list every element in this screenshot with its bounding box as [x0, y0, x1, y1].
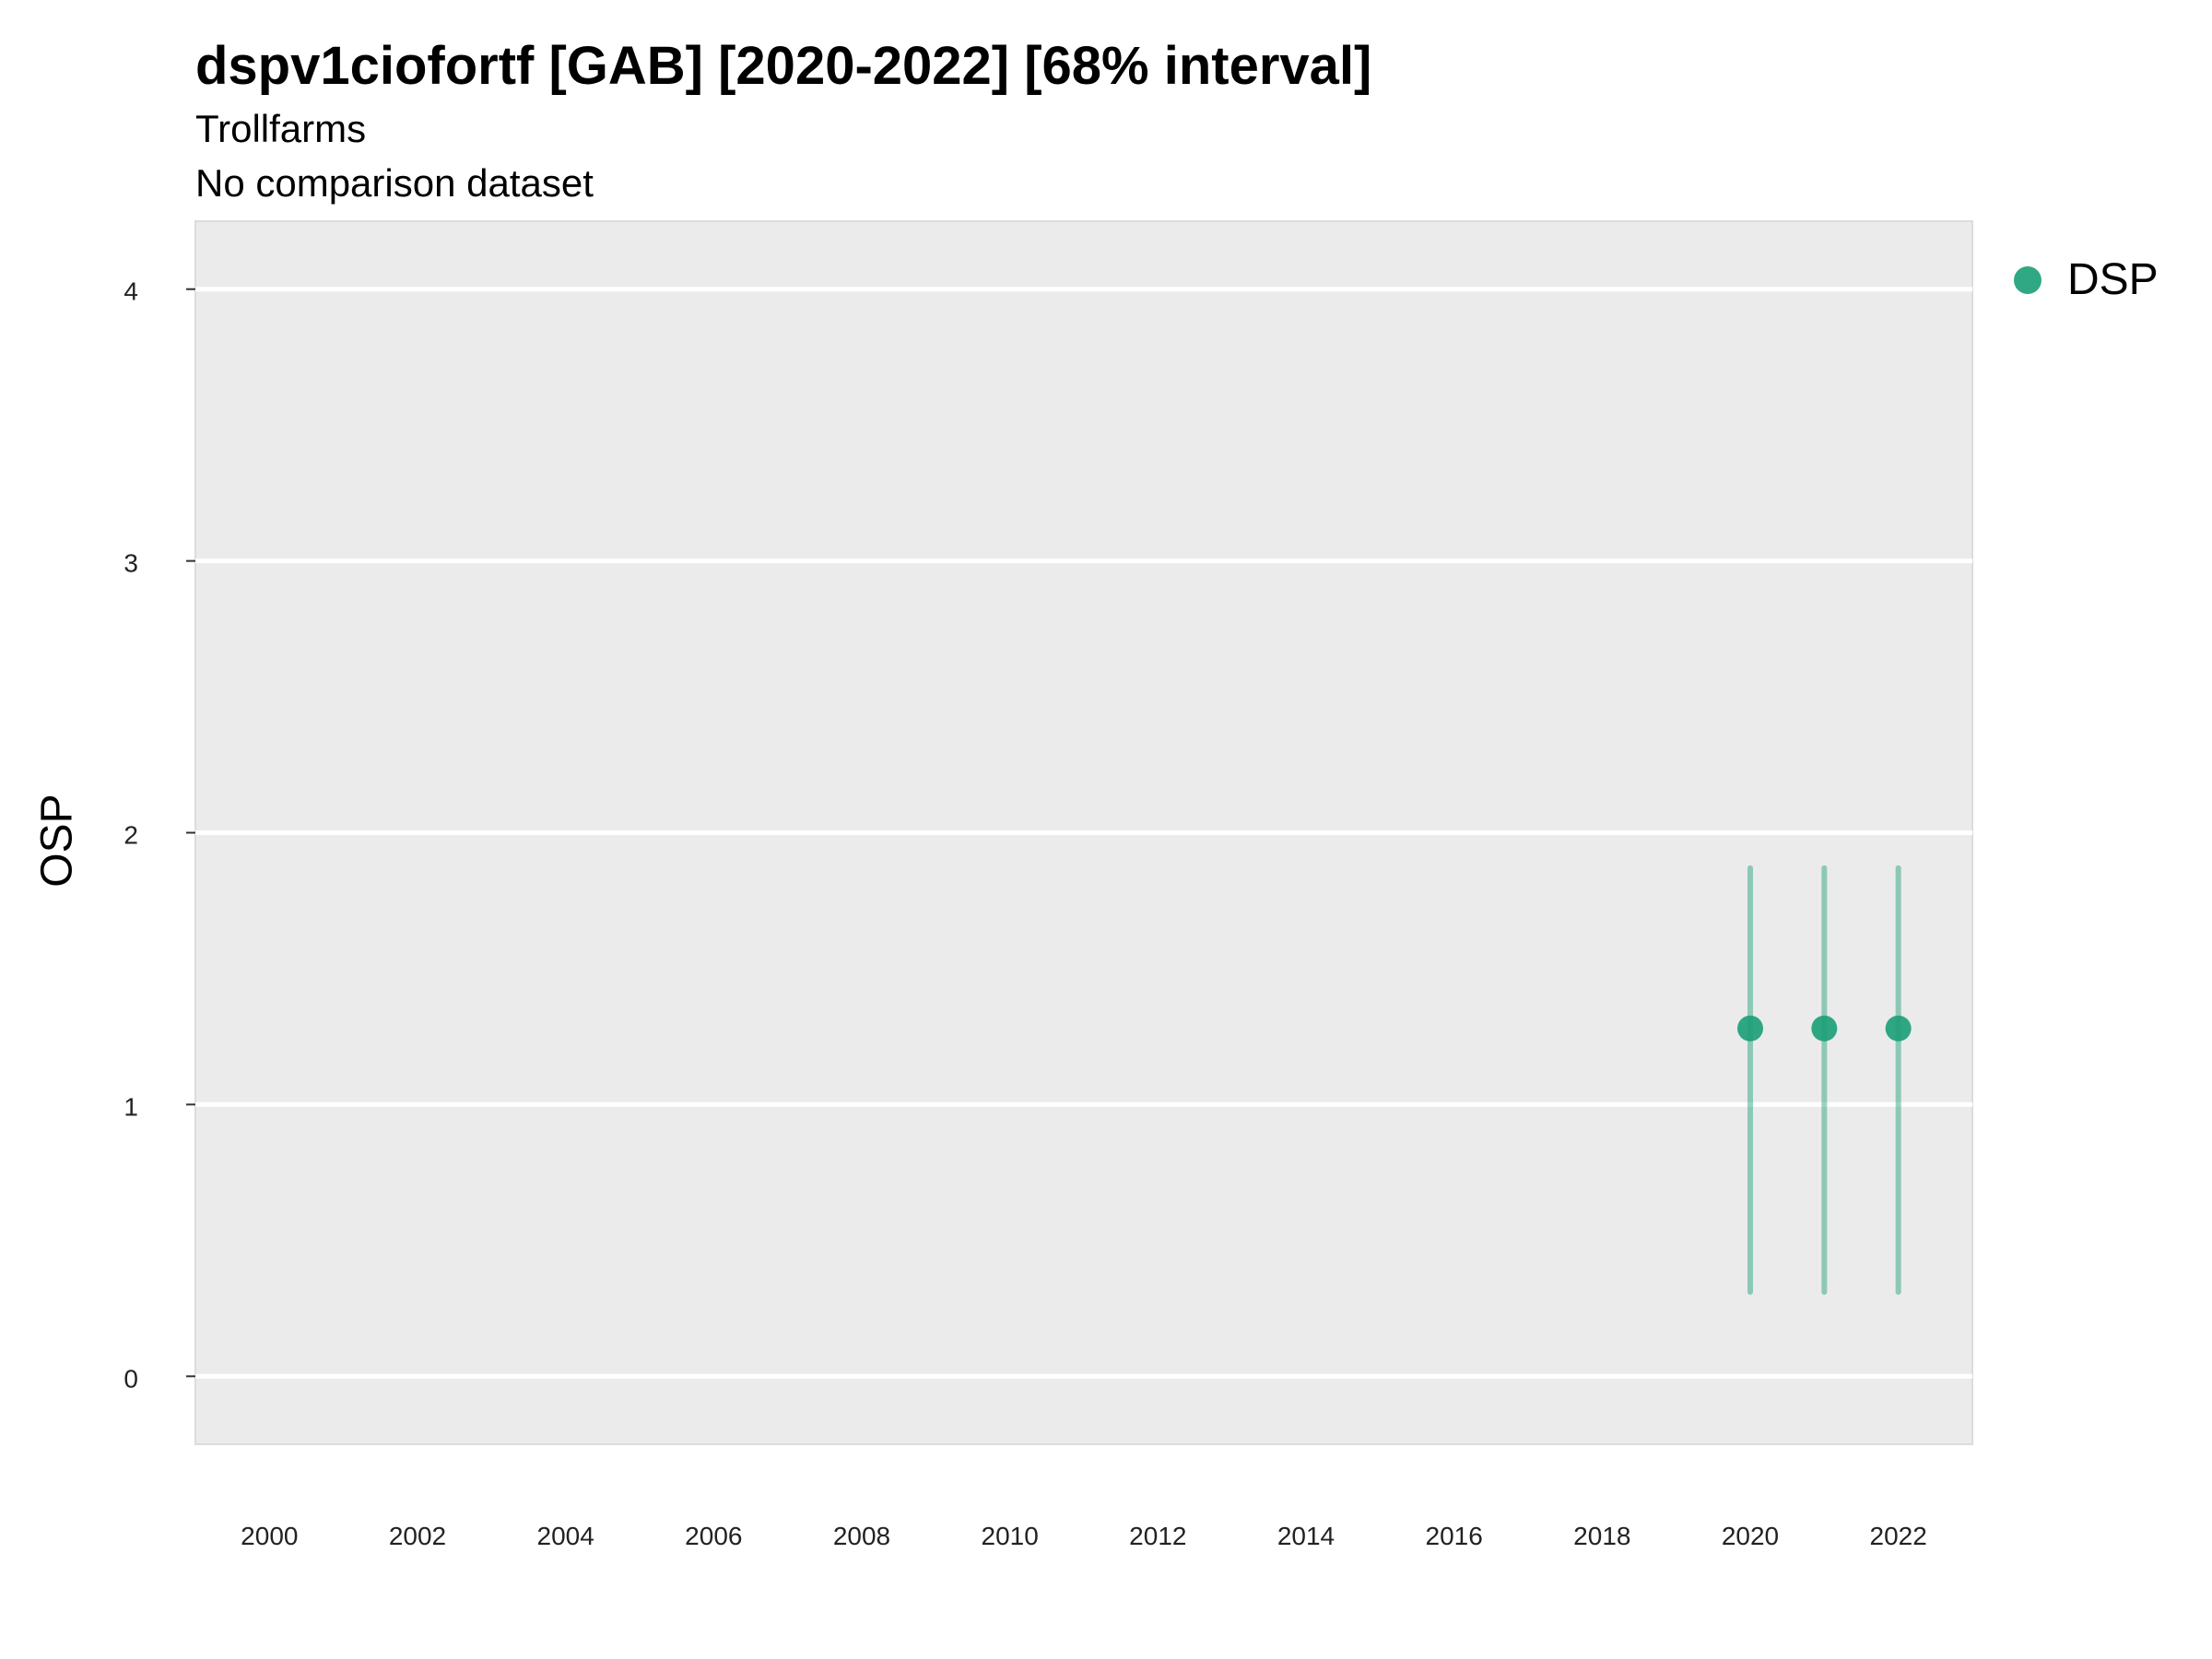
y-tick-label-3: 3 [124, 549, 138, 578]
x-tick-label-2002: 2002 [389, 1522, 446, 1550]
x-tick-label-2008: 2008 [833, 1522, 890, 1550]
y-tick-label-0: 0 [124, 1364, 138, 1393]
x-tick-label-2018: 2018 [1573, 1522, 1630, 1550]
x-tick-label-2016: 2016 [1426, 1522, 1483, 1550]
legend: DSP [2014, 254, 2159, 305]
x-tick-label-2014: 2014 [1277, 1522, 1335, 1550]
y-tick-label-4: 4 [124, 277, 138, 306]
x-tick-label-2006: 2006 [685, 1522, 742, 1550]
chart-title: dspv1ciofortf [GAB] [2020-2022] [68% int… [195, 36, 1372, 96]
y-tick-label-1: 1 [124, 1092, 138, 1121]
point-2022 [1885, 1015, 1912, 1041]
y-tick-labels: 0 1 2 3 4 [124, 277, 195, 1393]
x-tick-label-2022: 2022 [1870, 1522, 1927, 1550]
x-tick-label-2000: 2000 [241, 1522, 298, 1550]
legend-label-dsp: DSP [2067, 255, 2159, 304]
grid-lines [195, 287, 1972, 1379]
x-tick-label-2020: 2020 [1722, 1522, 1779, 1550]
point-2020 [1737, 1015, 1763, 1041]
legend-key-dsp [2014, 265, 2041, 294]
data-marks [1737, 865, 1912, 1295]
x-tick-label-2012: 2012 [1129, 1522, 1186, 1550]
x-tick-label-2010: 2010 [982, 1522, 1039, 1550]
point-2021 [1811, 1015, 1838, 1041]
chart-subtitle-1: Trollfarms [195, 107, 367, 150]
chart-subtitle-2: No comparison dataset [195, 161, 594, 205]
x-tick-labels: 2000 2002 2004 2006 2008 2010 2012 2014 2016 2018… [241, 1522, 1927, 1550]
x-tick-label-2004: 2004 [537, 1522, 594, 1550]
y-tick-label-2: 2 [124, 821, 138, 850]
